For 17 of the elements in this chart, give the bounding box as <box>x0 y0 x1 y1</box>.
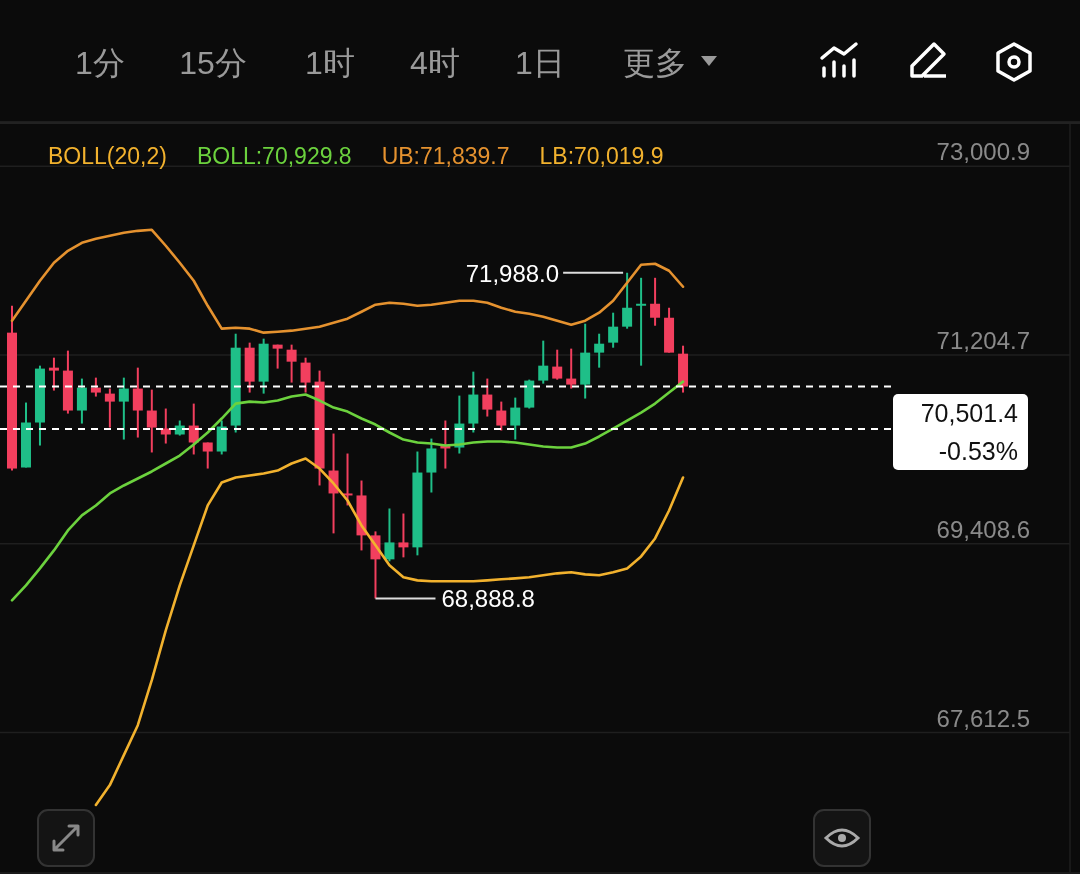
text: 4时 <box>410 45 460 81</box>
annotation: 71,988.0 <box>465 259 560 287</box>
annotation: UB:71,839.7 <box>381 143 510 169</box>
y-tick-label: 73,000.9 <box>936 138 1030 166</box>
text: 更多 <box>623 45 687 81</box>
y-tick-label: 69,408.6 <box>936 515 1030 543</box>
annotation: BOLL(20,2) <box>48 143 167 169</box>
y-tick-label: 67,612.5 <box>936 704 1030 732</box>
annotation: LB:70,019.9 <box>539 143 664 169</box>
text: 15分 <box>179 45 247 81</box>
annotation: BOLL:70,929.8 <box>196 143 352 169</box>
text: 1日 <box>515 45 565 81</box>
y-tick-label: 71,204.7 <box>936 327 1030 355</box>
ref-line-label: 70,501.4 -0.53% <box>920 398 1019 465</box>
text: 1分 <box>75 45 125 81</box>
annotation: 68,888.8 <box>441 585 535 613</box>
text: 1时 <box>305 45 355 81</box>
